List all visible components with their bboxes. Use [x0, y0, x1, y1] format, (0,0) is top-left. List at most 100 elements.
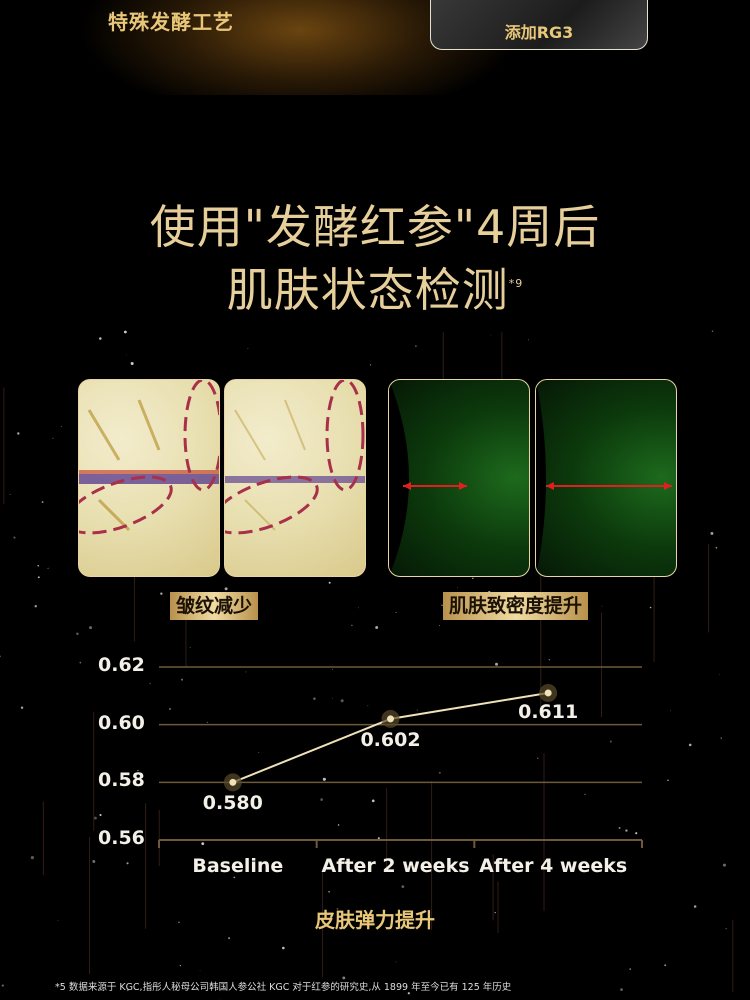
- star: [670, 710, 672, 712]
- star: [313, 697, 316, 700]
- process-label: 特殊发酵工艺: [108, 10, 234, 34]
- star: [693, 905, 697, 908]
- star: [57, 919, 59, 921]
- wrinkle-before-image: [78, 379, 220, 577]
- star: [369, 364, 372, 366]
- star: [99, 337, 102, 340]
- star: [247, 348, 249, 349]
- star: [407, 992, 410, 995]
- star: [220, 998, 222, 1000]
- star: [123, 330, 127, 334]
- star: [206, 721, 208, 723]
- star: [618, 826, 621, 829]
- star: [13, 536, 16, 539]
- data-point: [229, 778, 237, 786]
- star: [688, 743, 692, 747]
- star: [199, 970, 201, 972]
- star: [47, 567, 49, 569]
- star: [89, 626, 93, 630]
- density-before-image: [388, 379, 530, 577]
- data-label: 0.611: [518, 700, 579, 723]
- star: [20, 706, 24, 709]
- headline-line2: 肌肤状态检测*9: [0, 260, 750, 320]
- star: [664, 964, 666, 966]
- star: [30, 855, 34, 860]
- star: [189, 647, 191, 649]
- star: [37, 564, 39, 567]
- star: [490, 334, 492, 336]
- star: [0, 655, 1, 658]
- y-tick-label: 0.60: [98, 711, 145, 734]
- star: [715, 546, 718, 549]
- star: [438, 771, 441, 774]
- star: [320, 798, 323, 801]
- star: [337, 824, 340, 826]
- star: [233, 876, 236, 879]
- star: [257, 800, 260, 803]
- density-caption: 肌肤致密度提升: [443, 592, 589, 620]
- star: [9, 493, 11, 495]
- star: [328, 581, 331, 584]
- star: [441, 604, 443, 606]
- rg3-card: 添加RG3: [430, 0, 648, 50]
- star: [227, 937, 231, 940]
- wrinkle-caption: 皱纹减少: [170, 592, 259, 620]
- density-after-image: [535, 379, 677, 577]
- star: [341, 913, 344, 916]
- star: [34, 605, 37, 608]
- data-point: [387, 715, 394, 723]
- star: [137, 769, 139, 772]
- star: [92, 859, 96, 863]
- star: [160, 592, 163, 595]
- star: [722, 863, 726, 867]
- star: [635, 832, 638, 835]
- y-tick-label: 0.58: [98, 769, 145, 792]
- star: [180, 678, 184, 681]
- star: [625, 829, 628, 832]
- star: [367, 705, 369, 707]
- star: [52, 437, 54, 439]
- footnote-mark: *9: [508, 277, 524, 290]
- data-label: 0.580: [202, 792, 263, 815]
- star: [725, 928, 727, 930]
- star: [332, 668, 333, 670]
- star: [395, 611, 397, 613]
- chart-title: 皮肤弹力提升: [315, 908, 435, 932]
- star: [179, 965, 181, 967]
- star: [401, 885, 405, 888]
- star: [351, 624, 353, 627]
- star: [667, 779, 669, 781]
- star: [41, 501, 44, 503]
- star: [375, 626, 379, 629]
- star: [601, 605, 603, 607]
- star: [457, 587, 459, 588]
- star: [649, 606, 652, 609]
- star: [720, 737, 722, 739]
- star: [332, 697, 333, 699]
- star: [438, 625, 440, 626]
- star: [149, 682, 151, 685]
- y-tick-label: 0.62: [98, 654, 145, 676]
- star: [340, 699, 344, 703]
- star: [322, 777, 326, 781]
- star: [342, 976, 346, 980]
- star: [629, 968, 632, 970]
- star: [126, 862, 129, 865]
- star: [711, 330, 714, 332]
- star: [609, 740, 612, 743]
- star: [94, 816, 97, 820]
- star: [358, 607, 359, 609]
- headline-line1: 使用"发酵红参"4周后: [149, 200, 601, 254]
- star: [282, 946, 285, 950]
- star: [415, 345, 417, 347]
- star: [99, 813, 102, 817]
- star: [126, 354, 127, 356]
- star: [377, 837, 380, 840]
- star: [245, 671, 247, 673]
- star: [395, 961, 397, 963]
- star: [258, 751, 260, 753]
- footnote: *5 数据来源于 KGC,指彤人秘母公司韩国人参公社 KGC 对于红参的研究史,…: [55, 982, 512, 993]
- star: [537, 757, 539, 759]
- star: [719, 674, 720, 676]
